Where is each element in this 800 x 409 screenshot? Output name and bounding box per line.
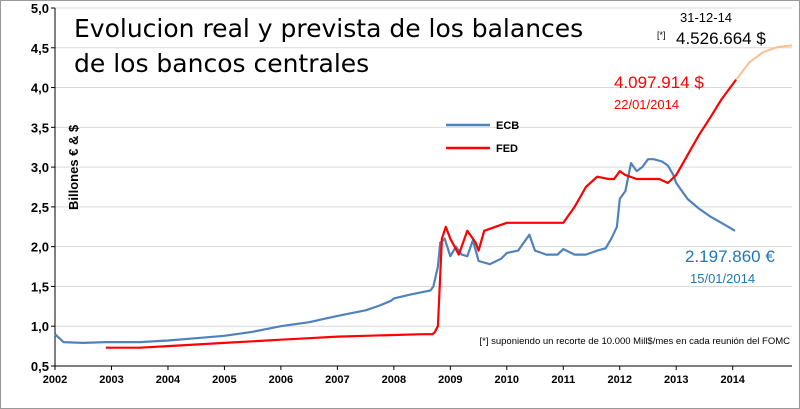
x-axis-ticks: 2002 2003 2004 2005 2006 2007 2008 2009 2010 2011… (43, 366, 746, 386)
series-line-projection (735, 44, 793, 81)
x-tick-label: 2014 (720, 374, 745, 386)
y-axis-label: Billones € & $ (66, 124, 81, 210)
ecb-value-label: 2.197.860 € (685, 247, 775, 266)
proj-date-label: 31-12-14 (680, 10, 732, 25)
y-tick-label: 5,0 (31, 1, 49, 16)
x-tick-label: 2003 (99, 374, 123, 386)
y-tick-label: 2,5 (31, 200, 49, 215)
y-tick-label: 3,5 (31, 120, 49, 135)
gridlines (55, 7, 792, 327)
y-tick-label: 3,0 (31, 160, 49, 175)
x-tick-label: 2009 (438, 374, 462, 386)
chart-title-line1: Evolucion real y prevista de los balance… (74, 14, 583, 43)
y-tick-label: 0,5 (31, 359, 49, 374)
x-tick-label: 2008 (382, 374, 406, 386)
x-tick-label: 2010 (495, 374, 519, 386)
y-tick-label: 1,0 (31, 319, 49, 334)
x-tick-label: 2002 (43, 374, 67, 386)
series-line-fed (105, 78, 737, 349)
x-tick-label: 2007 (325, 374, 349, 386)
fed-date-label: 22/01/2014 (614, 97, 679, 112)
proj-mark-label: [*] (657, 30, 666, 40)
x-tick-label: 2006 (269, 374, 293, 386)
y-tick-label: 1,5 (31, 279, 49, 294)
y-axis-ticks: 0,5 1,0 1,5 2,0 2,5 3,0 3,5 4,0 4,5 5,0 (31, 1, 55, 374)
ecb-date-label: 15/01/2014 (690, 271, 755, 286)
legend-ecb-label: ECB (496, 120, 519, 132)
y-tick-label: 4,0 (31, 81, 49, 96)
y-tick-label: 4,5 (31, 41, 49, 56)
fed-value-label: 4.097.914 $ (614, 73, 704, 92)
proj-value-label: 4.526.664 $ (676, 29, 766, 48)
y-tick-label: 2,0 (31, 240, 49, 255)
chart-title-line2: de los bancos centrales (74, 49, 369, 78)
x-tick-label: 2012 (608, 374, 632, 386)
footnote: [*] suponiendo un recorte de 10.000 Mill… (479, 336, 790, 347)
x-tick-label: 2004 (156, 374, 181, 386)
legend-fed-label: FED (496, 143, 518, 155)
x-tick-label: 2005 (212, 374, 236, 386)
series-line-ecb (54, 158, 736, 344)
x-tick-label: 2013 (664, 374, 688, 386)
x-tick-label: 2011 (551, 374, 575, 386)
series-group (54, 44, 793, 349)
